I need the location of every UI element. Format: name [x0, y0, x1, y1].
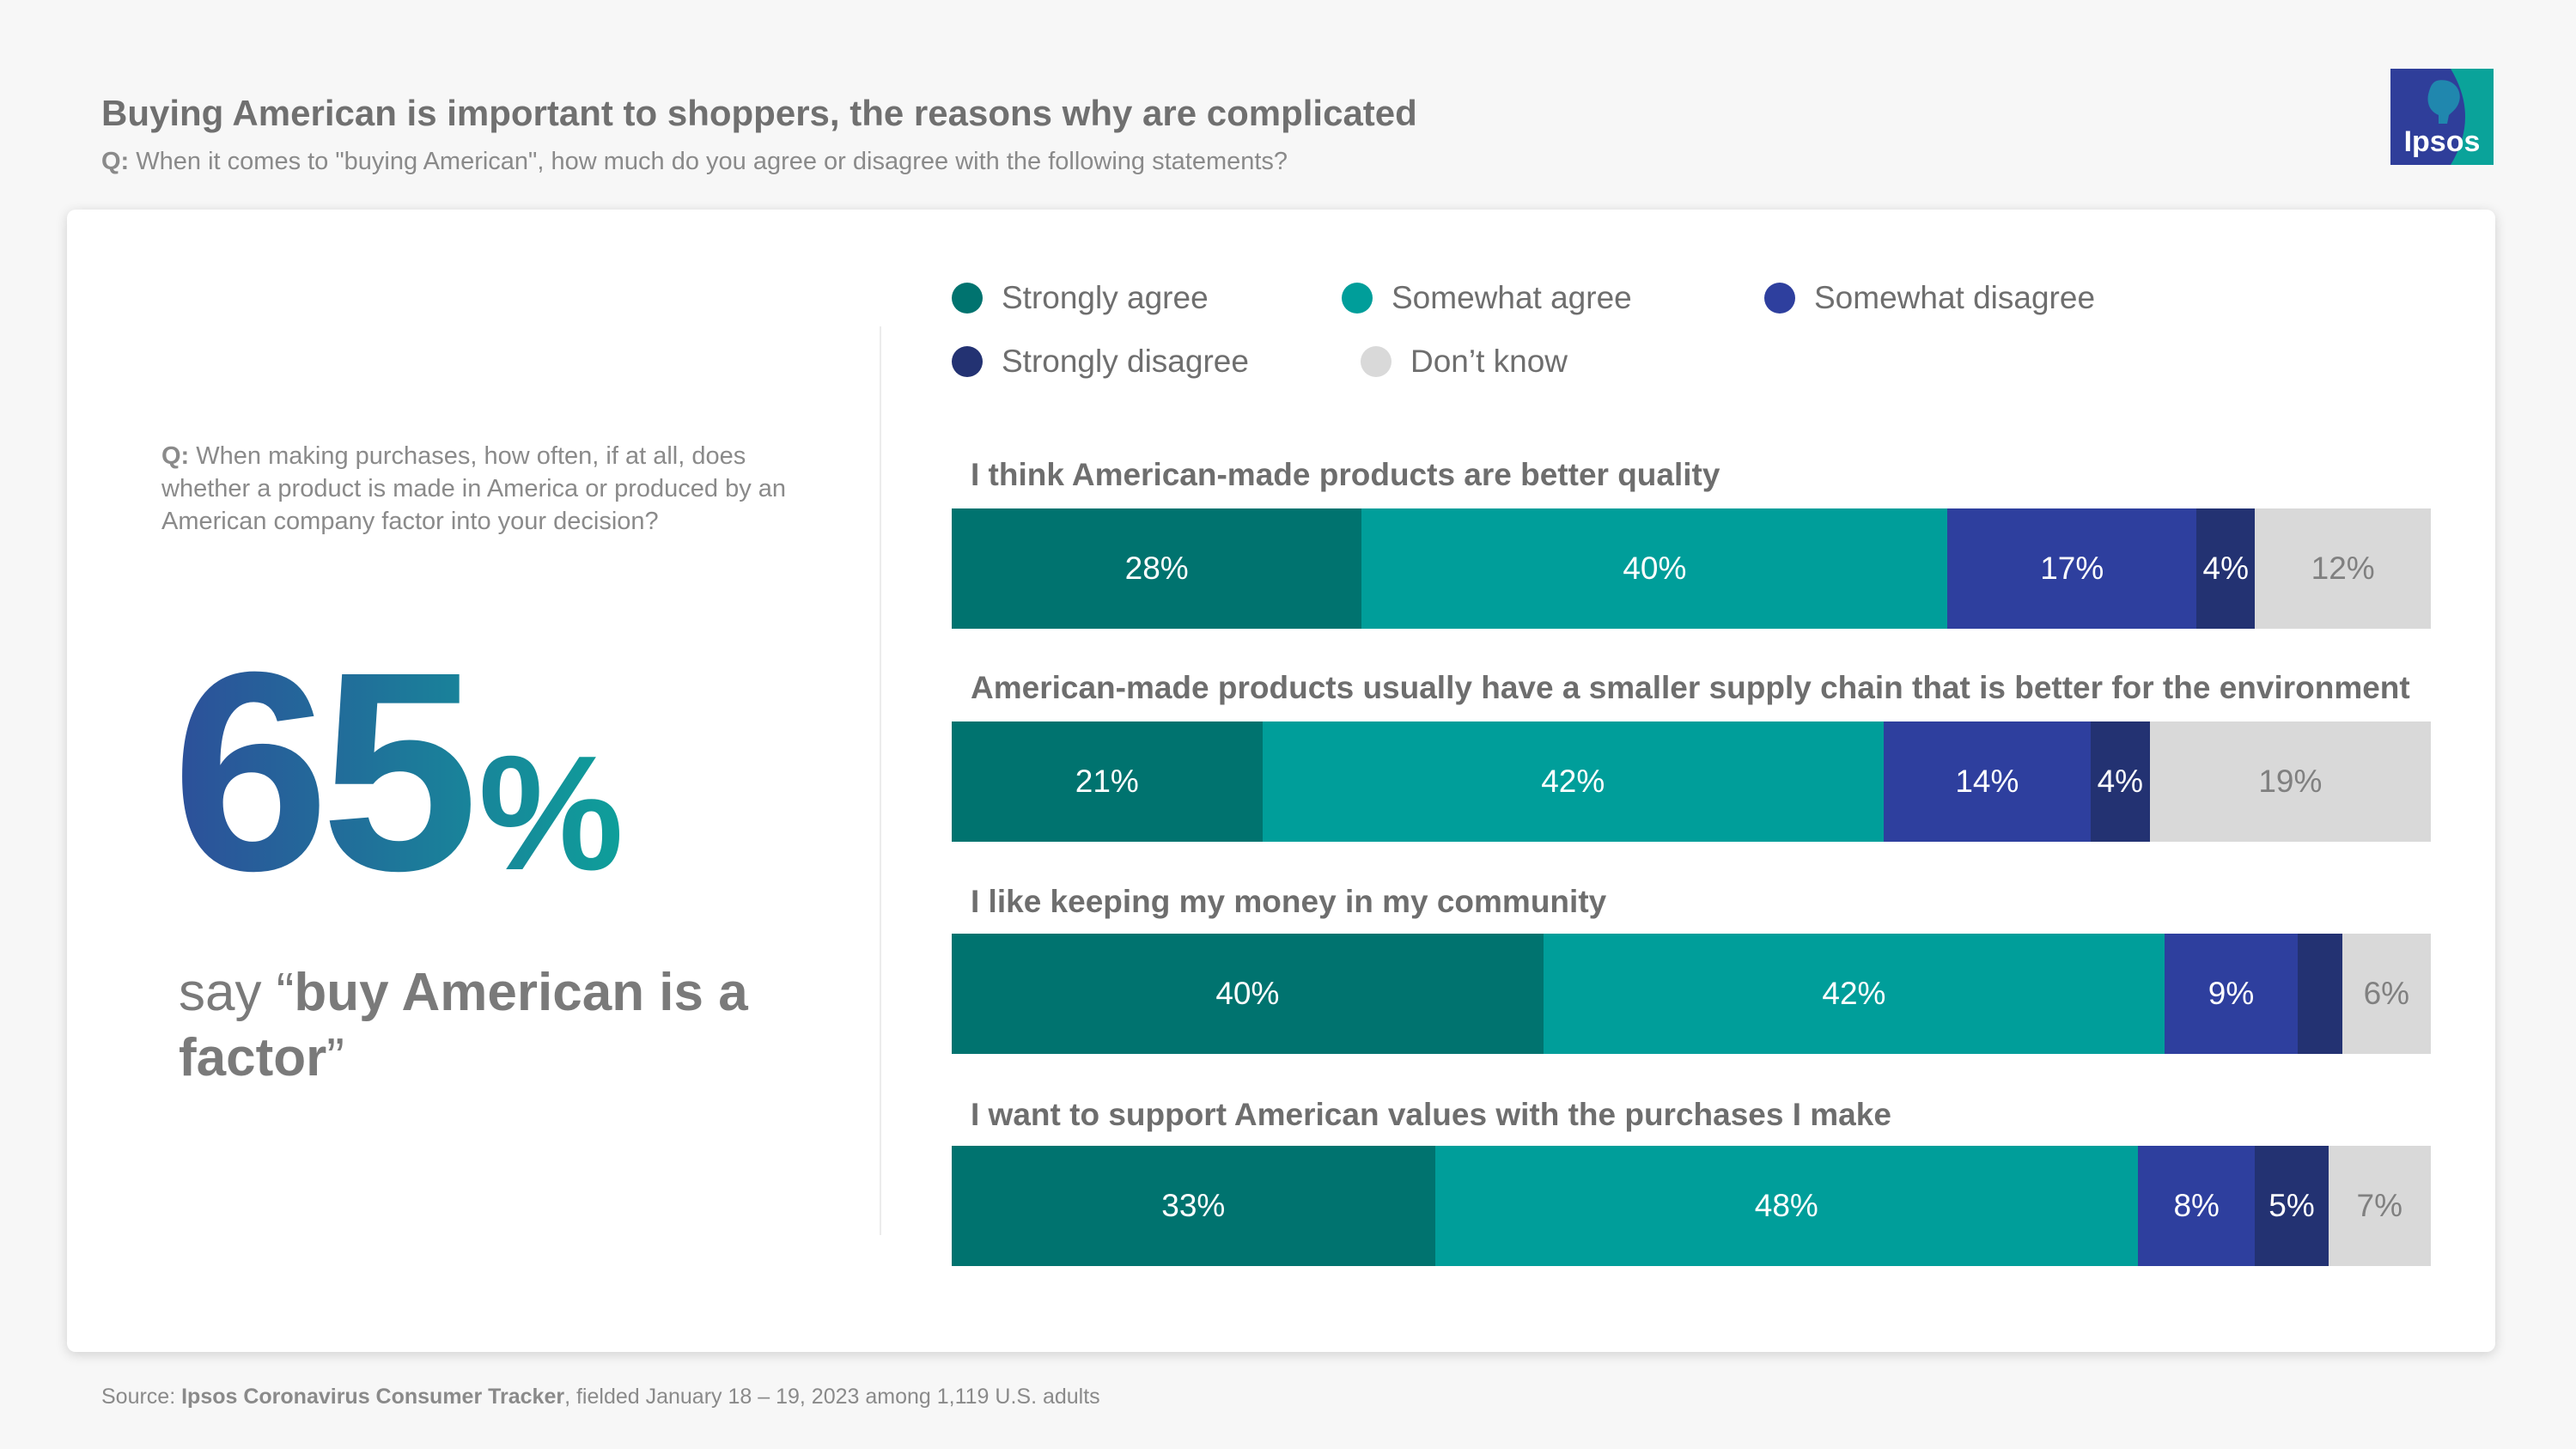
- source-suffix: , fielded January 18 – 19, 2023 among 1,…: [564, 1385, 1100, 1409]
- question-label: Q:: [101, 148, 130, 175]
- legend-label-strongly-agree: Strongly agree: [1002, 280, 1209, 315]
- caption-bold: buy American is a factor: [179, 963, 748, 1087]
- row-label-community: I like keeping my money in my community: [971, 884, 1607, 919]
- left-question-label: Q:: [161, 442, 190, 470]
- legend-label-strongly-disagree: Strongly disagree: [1002, 344, 1249, 379]
- bar-segment-environment-strongly-agree: 21%: [952, 721, 1263, 842]
- caption-prefix: say “: [179, 963, 295, 1022]
- legend-dot-somewhat-agree: [1342, 283, 1373, 314]
- bar-segment-environment-somewhat-disagree: 14%: [1883, 721, 2091, 842]
- row-label-values: I want to support American values with t…: [971, 1097, 1891, 1132]
- bar-segment-quality-dont-know: 12%: [2255, 508, 2431, 629]
- legend-label-dont-know: Don’t know: [1410, 344, 1568, 379]
- bar-segment-quality-strongly-agree: 28%: [952, 508, 1362, 629]
- legend-somewhat-agree: Somewhat agree: [1342, 280, 1632, 316]
- legend-dot-strongly-disagree: [952, 346, 983, 377]
- big-stat-number: 65: [172, 612, 472, 893]
- legend-dot-strongly-agree: [952, 283, 983, 314]
- bar-segment-community-strongly-disagree: [2298, 934, 2342, 1054]
- bar-segment-quality-somewhat-disagree: 17%: [1947, 508, 2197, 629]
- question-text: When it comes to "buying American", how …: [136, 148, 1288, 175]
- panel-divider: [880, 326, 881, 1235]
- page-question: Q: When it comes to "buying American", h…: [101, 148, 1288, 176]
- page-title: Buying American is important to shoppers…: [101, 93, 1417, 133]
- source-prefix: Source:: [101, 1385, 182, 1409]
- left-question: Q: When making purchases, how often, if …: [161, 440, 814, 538]
- logo-text: Ipsos: [2404, 125, 2481, 158]
- bar-segment-community-strongly-agree: 40%: [952, 934, 1544, 1054]
- bar-segment-environment-somewhat-agree: 42%: [1262, 721, 1884, 842]
- bar-segment-quality-strongly-disagree: 4%: [2196, 508, 2256, 629]
- bar-segment-environment-dont-know: 19%: [2149, 721, 2431, 842]
- source-note: Source: Ipsos Coronavirus Consumer Track…: [101, 1385, 1100, 1409]
- bar-row-environment: 21% 42% 14% 4% 19%: [952, 721, 2431, 842]
- legend-strongly-agree: Strongly agree: [952, 280, 1209, 316]
- ipsos-logo: Ipsos: [2390, 69, 2494, 165]
- legend-dot-somewhat-disagree: [1764, 283, 1795, 314]
- bar-segment-environment-strongly-disagree: 4%: [2090, 721, 2150, 842]
- left-question-text: When making purchases, how often, if at …: [161, 442, 787, 535]
- logo-head-icon: [2427, 80, 2460, 124]
- bar-segment-values-strongly-disagree: 5%: [2255, 1146, 2329, 1266]
- source-name: Ipsos Coronavirus Consumer Tracker: [181, 1385, 565, 1409]
- legend-dot-dont-know: [1361, 346, 1392, 377]
- bar-row-community: 40% 42% 9% 6%: [952, 934, 2431, 1054]
- stat-caption: say “buy American is a factor”: [179, 960, 831, 1091]
- big-stat: 65%: [172, 612, 624, 893]
- legend-dont-know: Don’t know: [1361, 344, 1568, 380]
- bar-row-values: 33% 48% 8% 5% 7%: [952, 1146, 2431, 1266]
- bar-row-quality: 28% 40% 17% 4% 12%: [952, 508, 2431, 629]
- row-label-environment: American-made products usually have a sm…: [971, 670, 2410, 705]
- legend-somewhat-disagree: Somewhat disagree: [1764, 280, 2095, 316]
- bar-segment-quality-somewhat-agree: 40%: [1361, 508, 1948, 629]
- bar-segment-community-somewhat-agree: 42%: [1543, 934, 2165, 1054]
- bar-segment-values-somewhat-disagree: 8%: [2138, 1146, 2256, 1266]
- bar-segment-community-somewhat-disagree: 9%: [2165, 934, 2298, 1054]
- bar-segment-values-dont-know: 7%: [2328, 1146, 2431, 1266]
- legend-label-somewhat-disagree: Somewhat disagree: [1814, 280, 2096, 315]
- big-stat-value: 65%: [172, 612, 624, 893]
- bar-segment-values-strongly-agree: 33%: [952, 1146, 1435, 1266]
- legend-label-somewhat-agree: Somewhat agree: [1392, 280, 1632, 315]
- caption-suffix: ”: [326, 1028, 344, 1087]
- legend-strongly-disagree: Strongly disagree: [952, 344, 1249, 380]
- bar-segment-community-dont-know: 6%: [2342, 934, 2431, 1054]
- row-label-quality: I think American-made products are bette…: [971, 457, 1720, 492]
- logo-accent: [2451, 69, 2494, 165]
- bar-segment-values-somewhat-agree: 48%: [1434, 1146, 2138, 1266]
- big-stat-unit: %: [478, 722, 624, 893]
